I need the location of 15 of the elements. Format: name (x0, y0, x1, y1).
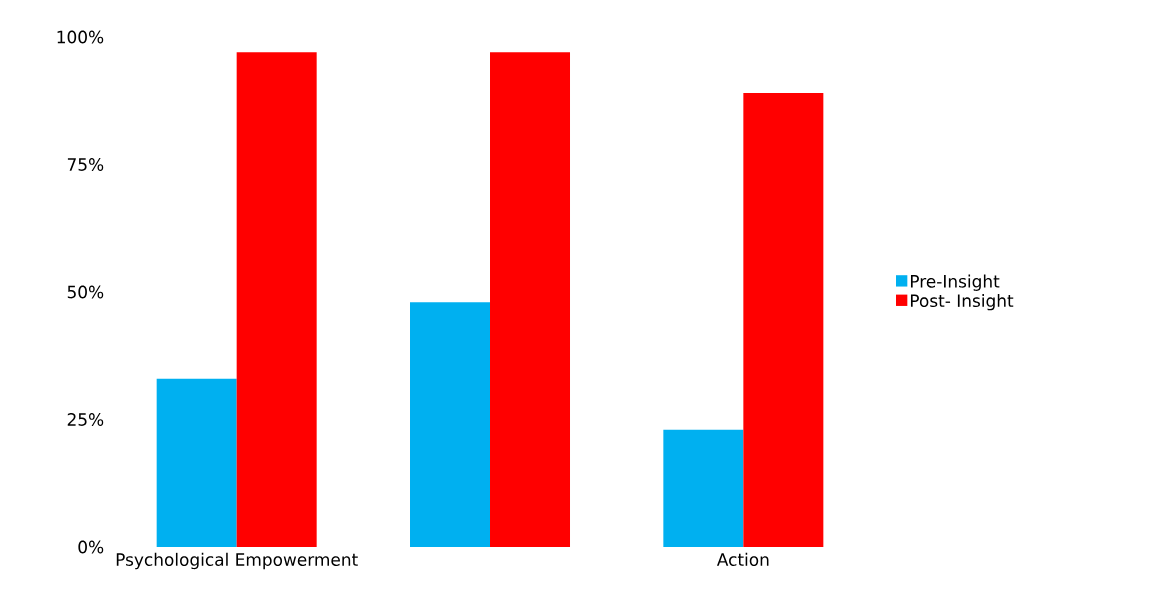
bar (490, 52, 571, 547)
x-tick-label: Psychological Empowerment (116, 552, 358, 570)
y-tick-label: 25% (67, 413, 104, 426)
y-tick-label: 0% (78, 540, 104, 554)
y-tick-label: 75% (67, 158, 104, 171)
bar (156, 378, 237, 547)
y-tick-label: 100% (57, 30, 104, 44)
bar (743, 93, 824, 547)
bar (410, 302, 490, 547)
x-tick-label: Action (716, 552, 769, 566)
y-tick-label: 50% (67, 285, 104, 299)
legend-label: Post- Insight (910, 293, 1014, 311)
bar (236, 52, 317, 547)
legend-label: Pre-Insight (910, 274, 1000, 291)
bar (663, 429, 744, 547)
